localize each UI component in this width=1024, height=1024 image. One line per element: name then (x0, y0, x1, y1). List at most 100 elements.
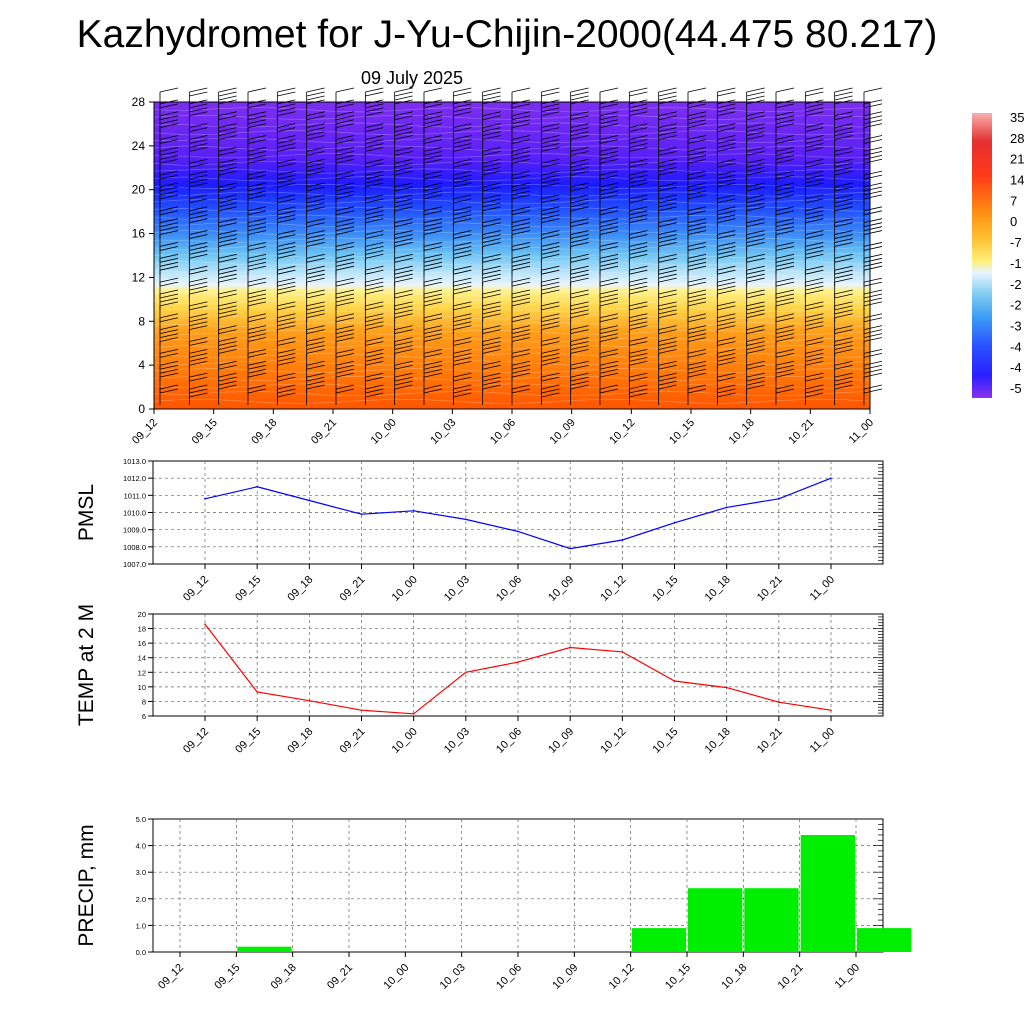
barb-flag (570, 111, 589, 117)
colorbar-label: 0 (1010, 214, 1017, 229)
barb-flag (629, 158, 648, 164)
barb-flag (775, 194, 795, 200)
barb-flag (629, 218, 648, 224)
barb-flag (746, 202, 765, 208)
barb-flag (599, 111, 619, 117)
barb-flag (482, 111, 501, 117)
barb-flag (277, 103, 296, 109)
barb-flag (394, 218, 413, 224)
barb-flag (423, 368, 443, 374)
barb-flag (511, 348, 531, 354)
barb-flag (218, 206, 237, 212)
barb-flag (159, 265, 179, 271)
barb-flag (599, 364, 619, 370)
barb-flag (335, 206, 355, 212)
barb-flag (658, 115, 677, 121)
barb-flag (335, 317, 355, 323)
barb-flag (247, 293, 267, 299)
barb-flag (453, 170, 472, 176)
barb-flag (218, 238, 237, 243)
barb-flag (746, 186, 765, 192)
barb-flag (629, 174, 648, 180)
colorbar-label: 28 (1010, 131, 1024, 146)
barb-flag (511, 230, 531, 235)
wind-barb (628, 277, 648, 299)
barb-flag (277, 170, 296, 176)
barb-flag (482, 305, 501, 311)
barb-flag (805, 123, 824, 129)
barb-flag (218, 202, 237, 208)
barb-flag (541, 246, 560, 251)
barb-flag (335, 360, 355, 366)
barb-flag (247, 190, 267, 196)
wind-barb (775, 384, 795, 405)
x-tick-label: 11_00 (808, 574, 838, 604)
barb-flag (775, 103, 795, 109)
barb-flag (482, 376, 501, 382)
barb-flag (306, 206, 325, 212)
barb-flag (863, 293, 883, 299)
barb-flag (189, 325, 208, 330)
barb-flag (159, 289, 179, 295)
barb-flag (863, 364, 883, 370)
barb-flag (775, 119, 795, 125)
colorbar-label: 14 (1010, 173, 1024, 188)
barb-flag (629, 170, 648, 176)
barb-flag (687, 242, 707, 247)
barb-flag (658, 313, 677, 319)
barb-flag (189, 246, 208, 251)
barb-flag (189, 158, 208, 164)
barb-flag (218, 329, 237, 334)
barb-flag (247, 230, 267, 235)
barb-flag (541, 135, 560, 140)
barb-flag (717, 269, 736, 275)
barb-flag (775, 277, 795, 283)
y-tick-label: 10 (138, 683, 146, 692)
barb-flag (482, 87, 501, 93)
x-tick-label: 10_18 (727, 417, 757, 447)
barb-flag (629, 317, 648, 323)
y-tick-label: 16 (138, 639, 146, 648)
barb-flag (541, 277, 560, 283)
barb-flag (247, 265, 267, 271)
barb-flag (189, 103, 208, 109)
barb-flag (834, 131, 853, 137)
barb-flag (541, 301, 560, 307)
barb-flag (746, 257, 765, 263)
barb-flag (159, 147, 179, 152)
barb-flag (306, 158, 325, 164)
barb-flag (394, 222, 413, 228)
barb-flag (482, 337, 501, 342)
barb-flag (423, 297, 443, 303)
barb-flag (306, 198, 325, 204)
barb-flag (159, 372, 179, 378)
barb-flag (834, 305, 853, 311)
y-tick-label: 4.0 (136, 842, 146, 851)
barb-flag (189, 111, 208, 117)
barb-flag (863, 186, 883, 192)
barb-flag (453, 246, 472, 251)
barb-flag (775, 222, 795, 228)
barb-flag (277, 341, 296, 346)
barb-flag (863, 360, 883, 366)
barb-flag (189, 277, 208, 283)
barb-flag (247, 155, 267, 160)
series-point (830, 477, 832, 479)
x-tick-label: 09_21 (338, 726, 368, 756)
barb-flag (863, 170, 883, 176)
barb-flag (482, 313, 501, 319)
barb-flag (658, 364, 677, 370)
barb-flag (805, 158, 824, 164)
barb-flag (746, 380, 765, 386)
colorbar-label: -4 (1010, 339, 1022, 354)
barb-flag (834, 234, 853, 239)
barb-flag (306, 273, 325, 279)
barb-flag (218, 348, 237, 354)
barb-flag (687, 333, 707, 338)
barb-flag (423, 103, 443, 109)
barb-flag (775, 135, 795, 140)
barb-flag (365, 135, 384, 140)
barb-flag (717, 348, 736, 354)
barb-flag (511, 360, 531, 366)
